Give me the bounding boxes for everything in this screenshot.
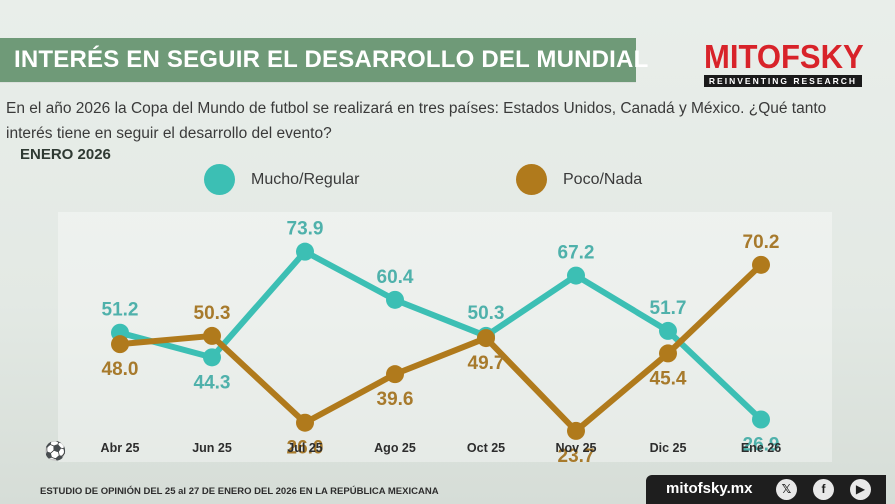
data-point-0-7 [752,410,770,429]
data-point-1-6 [659,344,677,363]
data-label-1-3: 39.6 [377,389,414,410]
logo-wordmark: MITOFSKY [704,38,864,75]
x-tick-label-7: Ene 26 [741,441,781,455]
x-icon[interactable]: 𝕏 [776,479,797,500]
data-label-0-3: 60.4 [377,267,414,288]
footer-bar: mitofsky.mx 𝕏 f ▶ [646,475,886,504]
data-point-0-5 [567,266,585,285]
youtube-icon[interactable]: ▶ [850,479,871,500]
data-point-1-7 [752,255,770,274]
data-point-1-4 [477,329,495,348]
legend-swatch-mucho-regular [204,164,235,195]
data-point-0-6 [659,321,677,340]
title-banner: INTERÉS EN SEGUIR EL DESARROLLO DEL MUND… [0,38,648,82]
facebook-icon[interactable]: f [813,479,834,500]
series-line-1 [117,261,764,434]
data-point-1-0 [111,335,129,354]
data-label-1-7: 70.2 [743,232,780,253]
data-point-0-2 [296,242,314,261]
footer-note: ESTUDIO DE OPINIÓN DEL 25 al 27 DE ENERO… [40,486,439,497]
data-label-0-6: 51.7 [650,298,687,319]
x-tick-label-0: Abr 25 [101,441,140,455]
data-point-1-5 [567,421,585,440]
data-point-1-2 [296,413,314,432]
page-title: INTERÉS EN SEGUIR EL DESARROLLO DEL MUND… [14,46,649,73]
survey-question: En el año 2026 la Copa del Mundo de futb… [6,100,827,142]
data-label-0-4: 50.3 [468,303,505,324]
legend-item-poco-nada: Poco/Nada [516,164,642,195]
data-point-1-3 [386,365,404,384]
mitofsky-logo: MITOFSKY REINVENTING RESEARCH [704,40,876,87]
data-label-0-7: 26.9 [743,435,780,456]
data-label-0-1: 44.3 [194,372,231,393]
data-label-0-5: 67.2 [558,243,595,264]
x-tick-label-2: Jul 25 [287,441,322,455]
data-label-1-5: 23.7 [558,446,595,467]
logo-tagline: REINVENTING RESEARCH [704,75,862,87]
series-line-0 [117,248,764,423]
data-label-0-2: 73.9 [287,219,324,240]
data-point-1-1 [203,326,221,345]
data-label-0-0: 51.2 [102,300,139,321]
period-label: ENERO 2026 [20,146,111,163]
x-tick-label-1: Jun 25 [192,441,232,455]
legend-label-mucho-regular: Mucho/Regular [251,170,360,188]
legend-swatch-poco-nada [516,164,547,195]
legend-label-poco-nada: Poco/Nada [563,170,643,188]
x-tick-label-3: Ago 25 [374,441,416,455]
soccer-ball-icon: ⚽ [44,441,67,461]
data-point-0-3 [386,290,404,309]
x-tick-label-4: Oct 25 [467,441,505,455]
x-tick-label-6: Dic 25 [650,441,687,455]
x-tick-label-5: Nov 25 [556,441,597,455]
data-label-1-1: 50.3 [194,303,231,324]
data-point-0-1 [203,348,221,367]
data-label-1-4: 49.7 [468,353,505,374]
data-label-1-6: 45.4 [650,368,687,389]
data-label-1-2: 26.0 [287,438,324,459]
site-link[interactable]: mitofsky.mx [666,480,753,497]
data-label-1-0: 48.0 [102,359,139,380]
legend-item-mucho-regular: Mucho/Regular [204,164,360,195]
